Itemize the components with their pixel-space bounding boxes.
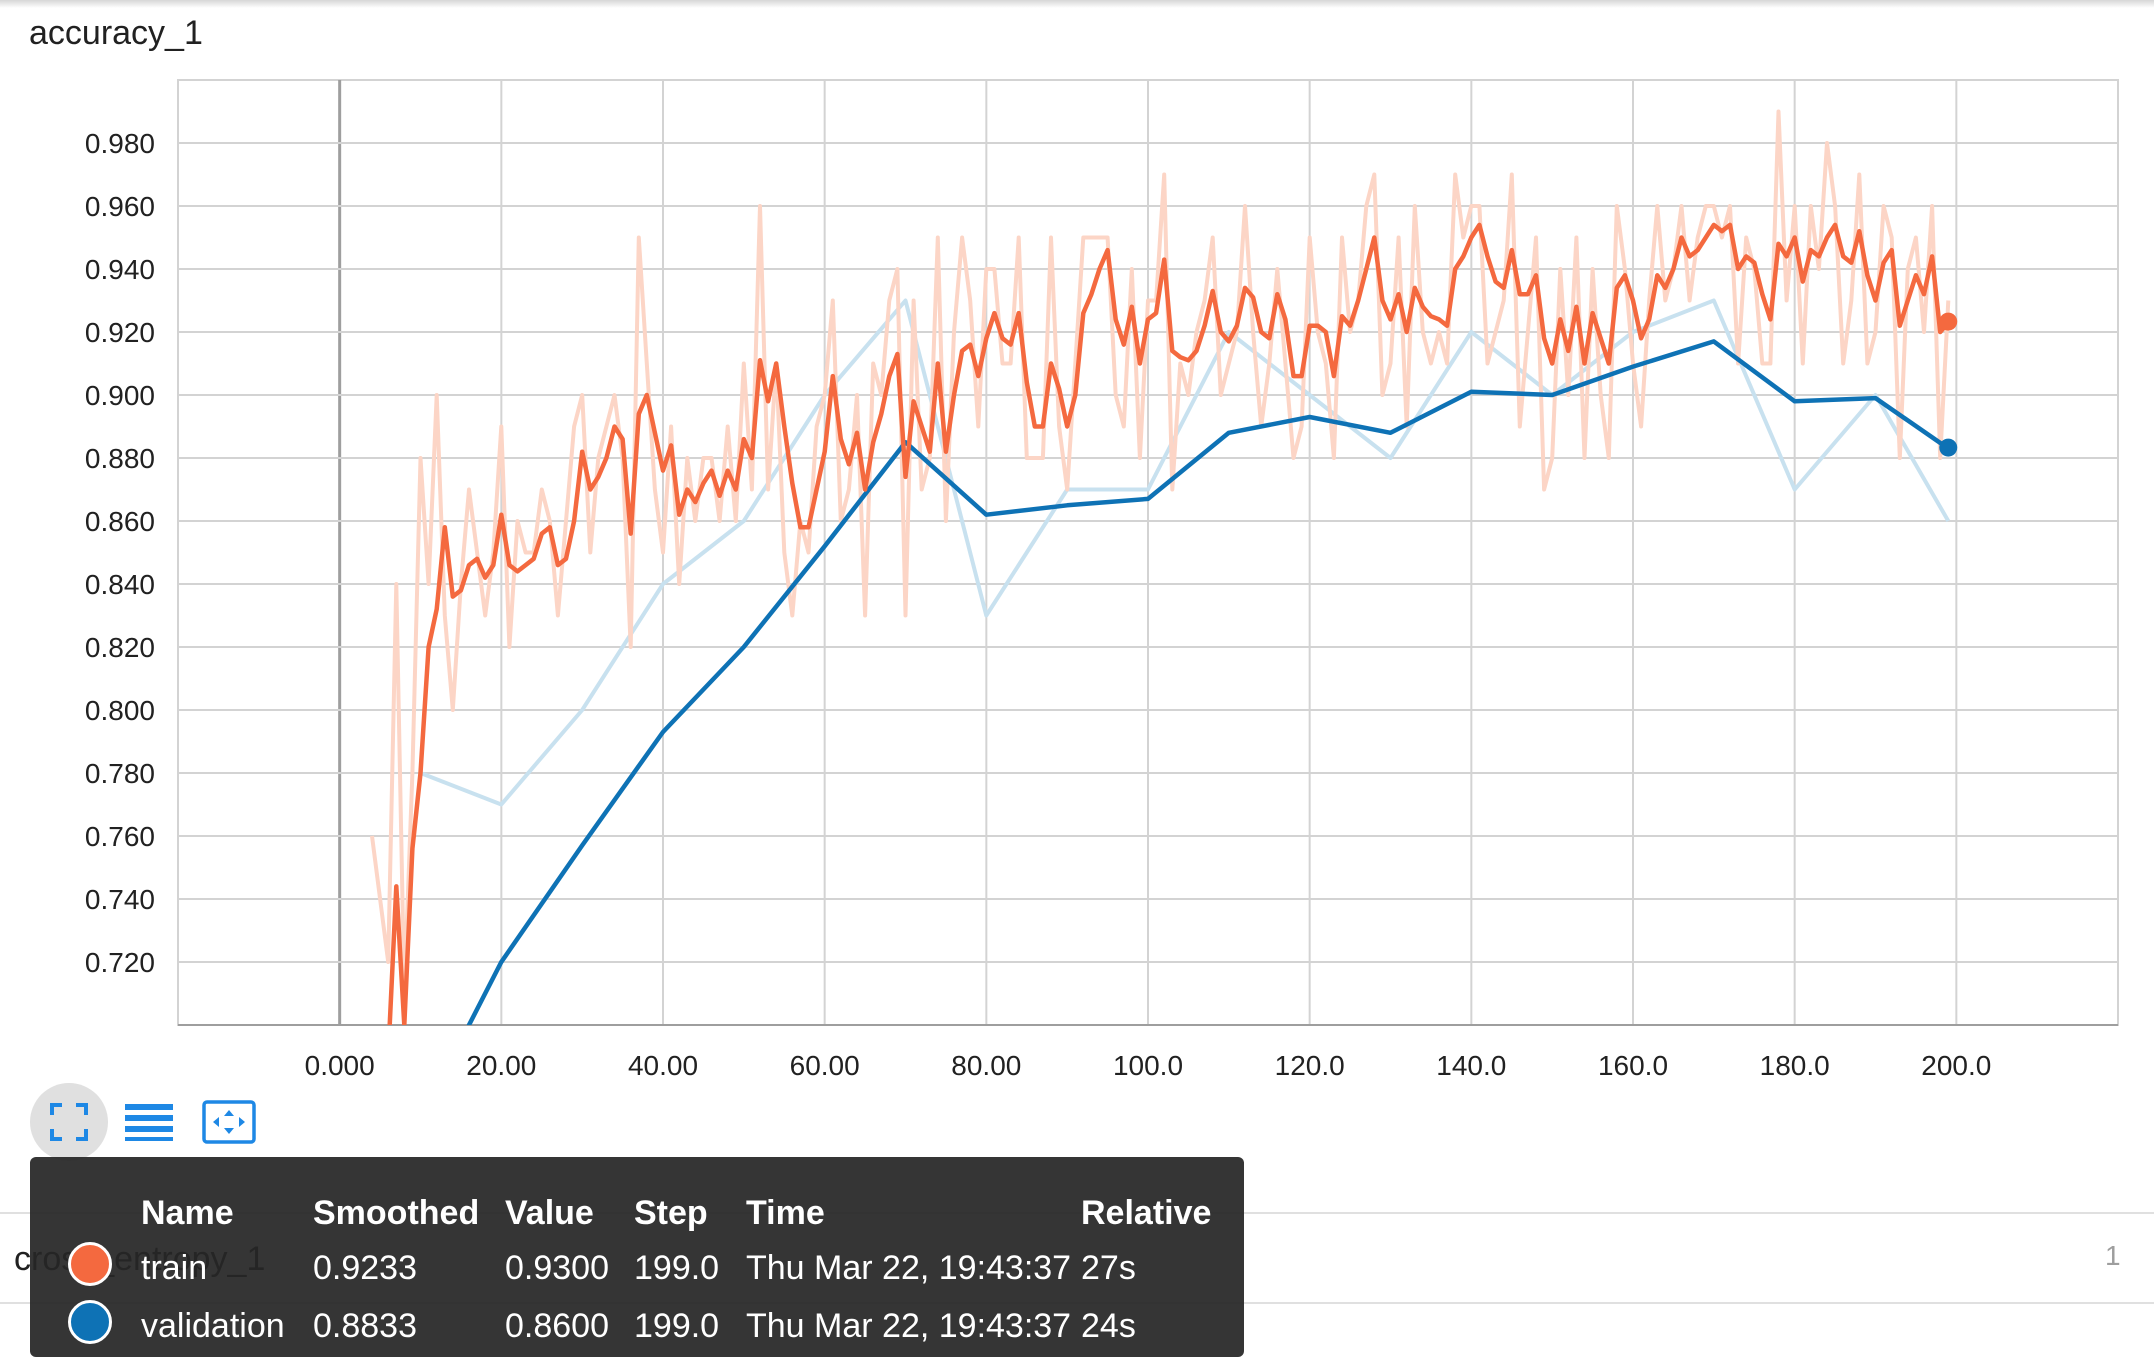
chart-grid — [177, 79, 2119, 1026]
train-smoothed-line — [387, 222, 1951, 1025]
x-tick-label: 20.00 — [466, 1050, 536, 1080]
swatch-cell — [30, 1297, 141, 1355]
header-name: Name — [141, 1193, 234, 1232]
train-raw-line — [370, 109, 1951, 996]
x-tick-label: 120.0 — [1275, 1050, 1345, 1080]
x-tick-label: 40.00 — [628, 1050, 698, 1080]
y-tick-label: 0.880 — [85, 443, 155, 474]
tooltip-row-validation: validation 0.8833 0.8600 199.0 Thu Mar 2… — [30, 1297, 1221, 1355]
tooltip-header-row: Name Smoothed Value Step Time Relative — [30, 1187, 1221, 1239]
row-relative: 24s — [1081, 1306, 1136, 1345]
accuracy-chart[interactable]: 0.000 20.00 40.00 60.00 80.00 100.0 120.0 140.0… — [0, 0, 2154, 1080]
x-tick-label: 100.0 — [1113, 1050, 1183, 1080]
train-end-marker — [1939, 312, 1958, 331]
fullscreen-button[interactable] — [30, 1083, 108, 1161]
row-name: validation — [141, 1306, 285, 1345]
validation-color-swatch — [68, 1299, 112, 1344]
fit-domain-icon — [202, 1100, 256, 1144]
chart-end-markers — [1939, 312, 1958, 457]
train-color-swatch — [68, 1241, 112, 1286]
x-tick-label: 180.0 — [1760, 1050, 1830, 1080]
row-name: train — [141, 1248, 208, 1287]
toggle-lines-button[interactable] — [110, 1083, 188, 1161]
x-tick-label: 140.0 — [1436, 1050, 1506, 1080]
header-relative: Relative — [1081, 1193, 1212, 1232]
y-tick-label: 0.860 — [85, 506, 155, 537]
validation-end-marker — [1939, 438, 1958, 457]
header-smoothed: Smoothed — [313, 1193, 480, 1232]
y-tick-label: 0.920 — [85, 317, 155, 348]
tooltip-table: Name Smoothed Value Step Time Relative t… — [30, 1187, 1221, 1355]
fit-domain-button[interactable] — [190, 1083, 268, 1161]
y-tick-label: 0.720 — [85, 947, 155, 978]
lines-icon — [125, 1104, 173, 1141]
row-step: 199.0 — [634, 1248, 720, 1287]
y-tick-label: 0.740 — [85, 884, 155, 915]
chart-card-title: accuracy_1 — [29, 14, 203, 52]
chart-axes: 0.000 20.00 40.00 60.00 80.00 100.0 120.0 140.0… — [85, 128, 2118, 1080]
validation-smoothed-line — [466, 339, 1950, 1025]
y-tick-label: 0.980 — [85, 128, 155, 159]
page-number: 1 — [2105, 1240, 2121, 1271]
header-time: Time — [746, 1193, 825, 1232]
x-tick-label: 80.00 — [951, 1050, 1021, 1080]
validation-raw-line — [419, 298, 1951, 807]
top-shadow — [0, 0, 2154, 8]
x-tick-label: 200.0 — [1921, 1050, 1991, 1080]
y-tick-label: 0.900 — [85, 380, 155, 411]
row-smoothed: 0.8833 — [313, 1306, 417, 1345]
expand-icon — [50, 1103, 88, 1141]
swatch-cell — [30, 1239, 141, 1297]
y-tick-label: 0.760 — [85, 821, 155, 852]
row-value: 0.9300 — [505, 1248, 609, 1287]
chart-tooltip: Name Smoothed Value Step Time Relative t… — [30, 1157, 1244, 1357]
header-value: Value — [505, 1193, 594, 1232]
x-tick-label: 160.0 — [1598, 1050, 1668, 1080]
row-relative: 27s — [1081, 1248, 1136, 1287]
y-tick-label: 0.960 — [85, 191, 155, 222]
chart-lines — [370, 109, 1951, 1025]
row-smoothed: 0.9233 — [313, 1248, 417, 1287]
swatch-header — [30, 1187, 141, 1239]
row-value: 0.8600 — [505, 1306, 609, 1345]
tooltip-row-train: train 0.9233 0.9300 199.0 Thu Mar 22, 19… — [30, 1239, 1221, 1297]
x-tick-label: 60.00 — [790, 1050, 860, 1080]
row-step: 199.0 — [634, 1306, 720, 1345]
x-tick-label: 0.000 — [305, 1050, 375, 1080]
y-tick-label: 0.940 — [85, 254, 155, 285]
y-tick-label: 0.800 — [85, 695, 155, 726]
header-step: Step — [634, 1193, 708, 1232]
y-tick-label: 0.780 — [85, 758, 155, 789]
row-time: Thu Mar 22, 19:43:37 — [746, 1248, 1072, 1287]
chart-toolbar — [30, 1083, 280, 1161]
y-tick-label: 0.820 — [85, 632, 155, 663]
y-tick-label: 0.840 — [85, 569, 155, 600]
row-time: Thu Mar 22, 19:43:37 — [746, 1306, 1072, 1345]
